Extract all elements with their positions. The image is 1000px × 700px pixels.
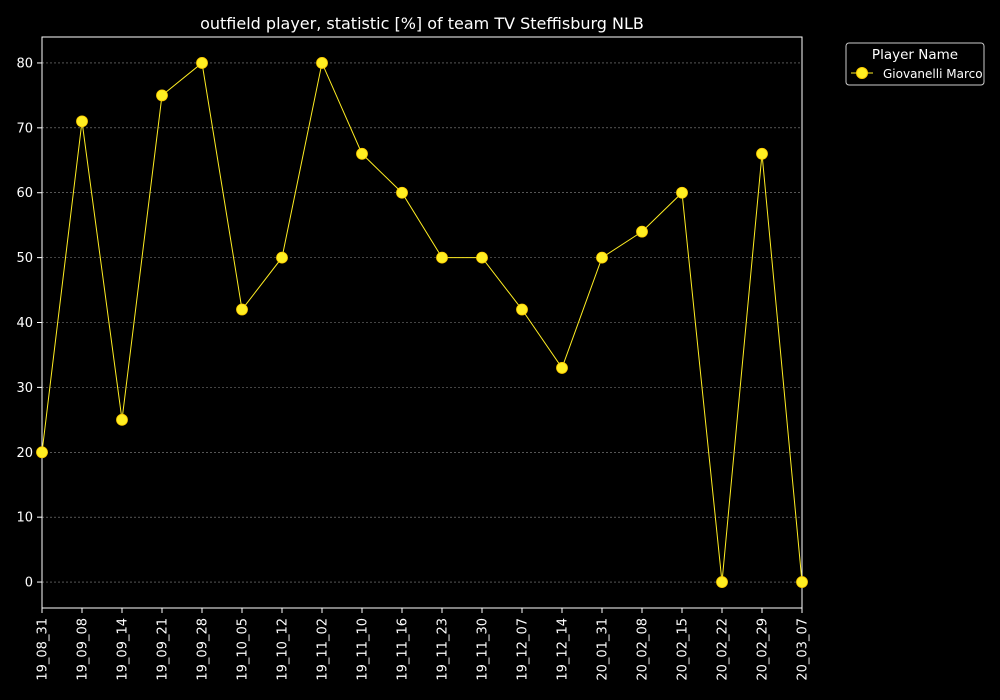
x-tick-label: 19_09_14 xyxy=(116,618,131,681)
y-axis: 0 10 20 30 40 50 60 70 80 xyxy=(16,56,42,591)
legend: Player Name Giovanelli Marco xyxy=(845,42,985,86)
x-tick-label: 19_08_31 xyxy=(36,618,51,681)
data-point xyxy=(436,251,448,264)
x-tick-label: 19_11_16 xyxy=(396,618,411,681)
x-tick-label: 20_02_08 xyxy=(636,618,651,681)
x-tick-label: 19_11_23 xyxy=(436,618,451,681)
x-tick-label: 20_02_22 xyxy=(716,618,731,681)
data-point xyxy=(156,89,168,102)
data-point xyxy=(116,413,128,426)
data-point xyxy=(556,362,568,374)
x-tick-label: 19_11_10 xyxy=(356,618,371,681)
data-point xyxy=(756,147,768,160)
x-tick-label: 20_02_15 xyxy=(676,618,691,681)
y-tick-label: 80 xyxy=(16,56,33,71)
data-point xyxy=(196,57,208,69)
y-tick-label: 60 xyxy=(16,186,33,201)
y-tick-label: 50 xyxy=(16,251,33,266)
y-tick-label: 20 xyxy=(16,446,33,461)
data-point xyxy=(516,303,528,316)
data-point xyxy=(236,303,248,316)
data-point xyxy=(76,115,88,128)
x-tick-label: 19_09_08 xyxy=(76,618,91,681)
y-tick-label: 70 xyxy=(16,121,33,136)
y-tick-label: 0 xyxy=(25,576,33,591)
y-tick-label: 30 xyxy=(16,381,33,396)
legend-title: Player Name xyxy=(872,47,958,63)
data-point xyxy=(596,251,608,264)
x-tick-label: 19_09_28 xyxy=(196,618,211,681)
x-tick-label: 19_11_30 xyxy=(476,618,491,681)
legend-series-label: Giovanelli Marco xyxy=(883,67,983,81)
x-tick-label: 20_03_07 xyxy=(796,618,811,681)
x-tick-label: 20_02_29 xyxy=(756,618,771,681)
x-tick-label: 20_01_31 xyxy=(596,618,611,681)
data-point xyxy=(396,186,408,199)
legend-series-marker xyxy=(856,67,868,79)
data-point xyxy=(356,147,368,160)
data-point xyxy=(36,446,48,459)
x-tick-label: 19_12_14 xyxy=(556,618,571,681)
x-tick-label: 19_09_21 xyxy=(156,618,171,681)
data-point xyxy=(676,186,688,199)
data-point xyxy=(276,251,288,264)
data-point xyxy=(636,225,648,238)
y-tick-label: 10 xyxy=(16,511,33,526)
gridlines xyxy=(42,62,802,583)
chart-title: outfield player, statistic [%] of team T… xyxy=(200,14,644,33)
data-point xyxy=(476,251,488,264)
x-tick-label: 19_10_12 xyxy=(276,618,291,681)
x-tick-label: 19_12_07 xyxy=(516,618,531,681)
series-line xyxy=(41,61,803,583)
x-axis: 19_08_31 19_09_08 19_09_14 19_09_21 19_09_28… xyxy=(36,608,811,681)
data-point xyxy=(796,576,808,588)
y-tick-label: 40 xyxy=(16,316,33,331)
data-point xyxy=(716,576,728,588)
legend-box xyxy=(845,42,985,86)
series-layer xyxy=(36,57,808,588)
data-point xyxy=(316,57,328,69)
x-tick-label: 19_10_05 xyxy=(236,618,251,681)
x-tick-label: 19_11_02 xyxy=(316,618,331,681)
